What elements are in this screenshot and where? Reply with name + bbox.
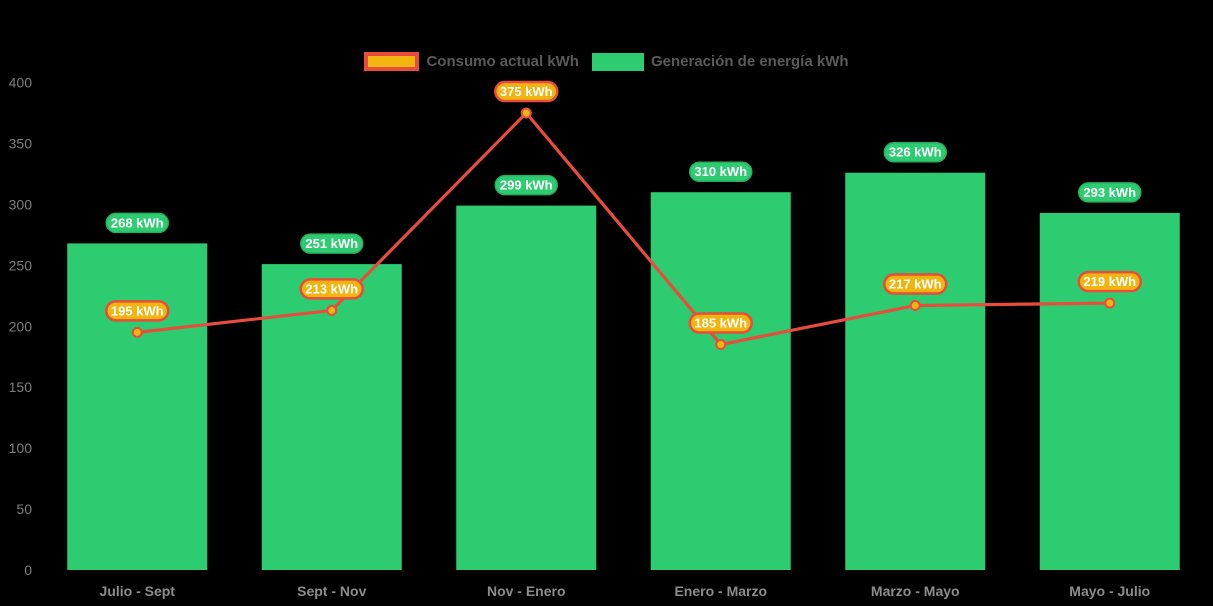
point-value-label-pill [105, 300, 170, 322]
bar-generacion [650, 192, 791, 570]
bar-generacion [1039, 212, 1180, 570]
consumo-line-swatch-icon [364, 52, 420, 71]
consumo-data-point [909, 300, 921, 312]
x-axis-tick-label: Nov - Enero [487, 583, 566, 599]
bar-value-label-pill [494, 174, 558, 196]
legend-item-consumo[interactable]: Consumo actual kWh [364, 52, 579, 71]
chart-legend: Consumo actual kWh Generación de energía… [0, 52, 1213, 71]
bar-value-label-pill [689, 161, 753, 182]
bar-generacion [456, 205, 597, 570]
legend-item-generacion[interactable]: Generación de energía kWh [591, 52, 849, 71]
bar-value-label-pill [105, 212, 169, 234]
point-value-label-pill [299, 278, 364, 300]
point-value-label: 195 kWh [111, 303, 164, 318]
y-axis-tick-label: 100 [9, 440, 33, 456]
point-value-label-pill [494, 80, 559, 103]
legend-label-generacion: Generación de energía kWh [650, 53, 849, 70]
point-value-label: 185 kWh [694, 316, 747, 331]
point-value-label-pill [883, 273, 948, 295]
point-value-label: 217 kWh [889, 277, 942, 292]
bar-value-label: 310 kWh [694, 164, 747, 179]
y-axis-tick-label: 50 [16, 501, 32, 517]
generacion-bar-swatch-icon [591, 52, 644, 71]
bar-value-label: 326 kWh [889, 145, 942, 160]
consumo-data-point [715, 339, 727, 351]
consumo-data-point [520, 107, 532, 119]
consumo-data-point [1104, 297, 1116, 309]
y-axis-tick-label: 200 [9, 318, 33, 334]
y-axis-tick-label: 300 [9, 196, 33, 212]
point-value-label-pill [688, 312, 753, 334]
x-axis-tick-label: Julio - Sept [100, 583, 176, 599]
y-axis-tick-label: 250 [9, 257, 33, 273]
point-value-label: 213 kWh [305, 281, 358, 296]
bar-value-label-pill [883, 141, 947, 163]
legend-label-consumo: Consumo actual kWh [426, 53, 579, 70]
consumo-data-point [326, 304, 338, 316]
y-axis-tick-label: 350 [9, 135, 33, 151]
bar-value-label: 251 kWh [305, 236, 358, 251]
x-axis-tick-label: Marzo - Mayo [871, 583, 960, 599]
x-axis-tick-label: Enero - Marzo [674, 583, 767, 599]
bar-generacion [67, 243, 208, 570]
point-value-label-pill [1077, 270, 1142, 293]
y-axis-tick-label: 0 [24, 562, 32, 578]
bar-value-label: 299 kWh [500, 178, 553, 193]
bar-value-label: 268 kWh [111, 215, 164, 230]
consumo-line [137, 111, 1110, 347]
y-axis-tick-label: 150 [9, 379, 33, 395]
point-value-label: 375 kWh [500, 84, 553, 99]
bar-value-label-pill [300, 233, 364, 254]
point-value-label: 219 kWh [1083, 274, 1136, 289]
x-axis-tick-label: Mayo - Julio [1069, 583, 1150, 599]
x-axis-tick-label: Sept - Nov [297, 583, 366, 599]
bar-value-label: 293 kWh [1083, 185, 1136, 200]
bar-generacion [845, 172, 986, 570]
consumo-data-point [131, 326, 143, 338]
y-axis-tick-label: 400 [9, 75, 33, 91]
bar-value-label-pill [1078, 182, 1142, 203]
